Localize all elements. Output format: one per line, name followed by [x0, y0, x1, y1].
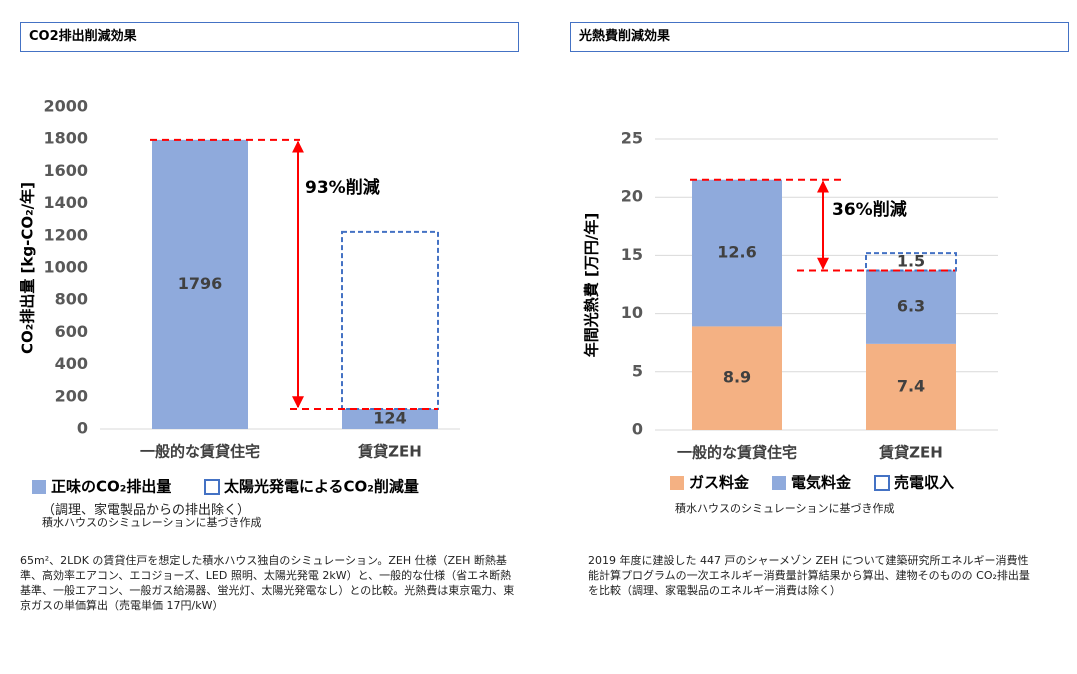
bar [152, 139, 248, 429]
legend-label: 売電収入 [894, 474, 954, 492]
y-tick-label: 800 [55, 290, 88, 309]
y-tick-label: 25 [621, 129, 643, 148]
y-tick-label: 600 [55, 322, 88, 341]
annotation: 36%削減 [832, 199, 907, 220]
x-tick-label: 賃貸ZEH [357, 443, 422, 461]
y-axis-title: 年間光熱費 [万円/年] [583, 213, 601, 357]
bar [866, 343, 956, 430]
legend-swatch [874, 475, 890, 491]
legend-swatch [670, 476, 684, 490]
data-label: 1.5 [897, 251, 925, 270]
x-tick-label: 一般的な賃貸住宅 [677, 444, 797, 462]
legend-label: 正味のCO₂排出量 [51, 478, 171, 496]
source: 積水ハウスのシミュレーションに基づき作成 [42, 516, 262, 529]
legend-swatch [204, 479, 220, 495]
caption: 65m²、2LDK の賃貸住戸を想定した積水ハウス独自のシミュレーション。ZEH… [20, 554, 515, 612]
chart-title: 光熱費削減効果 [570, 22, 1069, 52]
legend-swatch [772, 476, 786, 490]
legend-label: ガス料金 [689, 474, 750, 492]
y-tick-label: 5 [632, 361, 643, 380]
data-label: 1796 [178, 274, 223, 293]
legend-label: 電気料金 [791, 474, 852, 492]
y-tick-label: 15 [621, 245, 643, 264]
y-tick-label: 0 [77, 419, 88, 438]
x-tick-label: 賃貸ZEH [878, 444, 943, 462]
source: 積水ハウスのシミュレーションに基づき作成 [675, 502, 895, 515]
x-tick-label: 一般的な賃貸住宅 [140, 443, 260, 461]
data-label: 12.6 [717, 243, 756, 262]
bar [341, 230, 439, 411]
y-tick-label: 10 [621, 303, 643, 322]
y-tick-label: 1000 [43, 258, 88, 277]
chart-title: CO2排出削減効果 [20, 22, 519, 52]
y-tick-label: 2000 [43, 97, 88, 116]
bar [866, 270, 956, 344]
data-label: 124 [373, 409, 406, 428]
y-tick-label: 20 [621, 187, 643, 206]
y-tick-label: 1200 [43, 225, 88, 244]
y-tick-label: 400 [55, 354, 88, 373]
y-axis-title: CO₂排出量 [kg-CO₂/年] [19, 182, 37, 354]
caption: 2019 年度に建設した 447 戸のシャーメゾン ZEH について建築研究所エ… [588, 554, 1030, 597]
legend-note: （調理、家電製品からの排出除く） [42, 503, 251, 518]
y-tick-label: 200 [55, 386, 88, 405]
y-tick-label: 1600 [43, 161, 88, 180]
y-tick-label: 1800 [43, 129, 88, 148]
data-label: 6.3 [897, 297, 925, 316]
bar [342, 409, 438, 429]
y-tick-label: 0 [632, 420, 643, 439]
bar [692, 179, 782, 327]
data-label: 7.4 [897, 376, 925, 395]
legend-swatch [32, 480, 46, 494]
y-tick-label: 1400 [43, 193, 88, 212]
bar [692, 326, 782, 430]
data-label: 8.9 [723, 368, 751, 387]
legend-label: 太陽光発電によるCO₂削減量 [224, 478, 419, 496]
annotation: 93%削減 [305, 177, 380, 198]
